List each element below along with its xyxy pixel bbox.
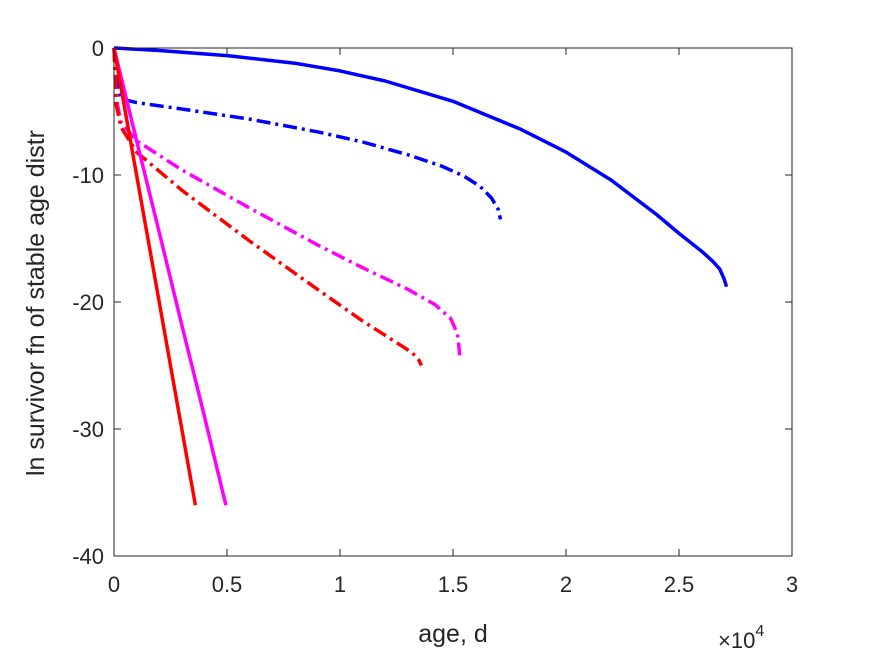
- x-tick-label: 1.5: [438, 572, 469, 597]
- series-layer: [112, 46, 729, 506]
- x-tick-label: 2.5: [664, 572, 695, 597]
- x-axis-exponent-power: 4: [755, 623, 764, 640]
- series-line-6: [112, 47, 198, 506]
- x-axis-exponent: ×104: [718, 623, 764, 653]
- y-tick-label: -30: [72, 417, 104, 442]
- y-tick-label: -20: [72, 290, 104, 315]
- y-tick-label: -40: [72, 544, 104, 569]
- x-tick-label: 0: [108, 572, 120, 597]
- x-tick-label: 1: [334, 572, 346, 597]
- y-axis-title: ln survivor fn of stable age distr: [22, 130, 50, 476]
- x-tick-label: 0.5: [212, 572, 243, 597]
- x-tick-label: 2: [560, 572, 572, 597]
- x-axis-title: age, d: [418, 620, 488, 648]
- series-line-5: [112, 47, 228, 506]
- plot-area: [114, 48, 792, 556]
- series-line-4: [112, 47, 423, 367]
- x-axis-exponent-base: ×10: [718, 628, 755, 653]
- tick-layer: 0 0.5 1 1.5 2 2.5 3 0 -10 -20 -30 -40: [72, 36, 798, 597]
- series-line-1: [113, 46, 729, 288]
- x-tick-label: 3: [786, 572, 798, 597]
- y-tick-label: 0: [92, 36, 104, 61]
- y-tick-label: -10: [72, 163, 104, 188]
